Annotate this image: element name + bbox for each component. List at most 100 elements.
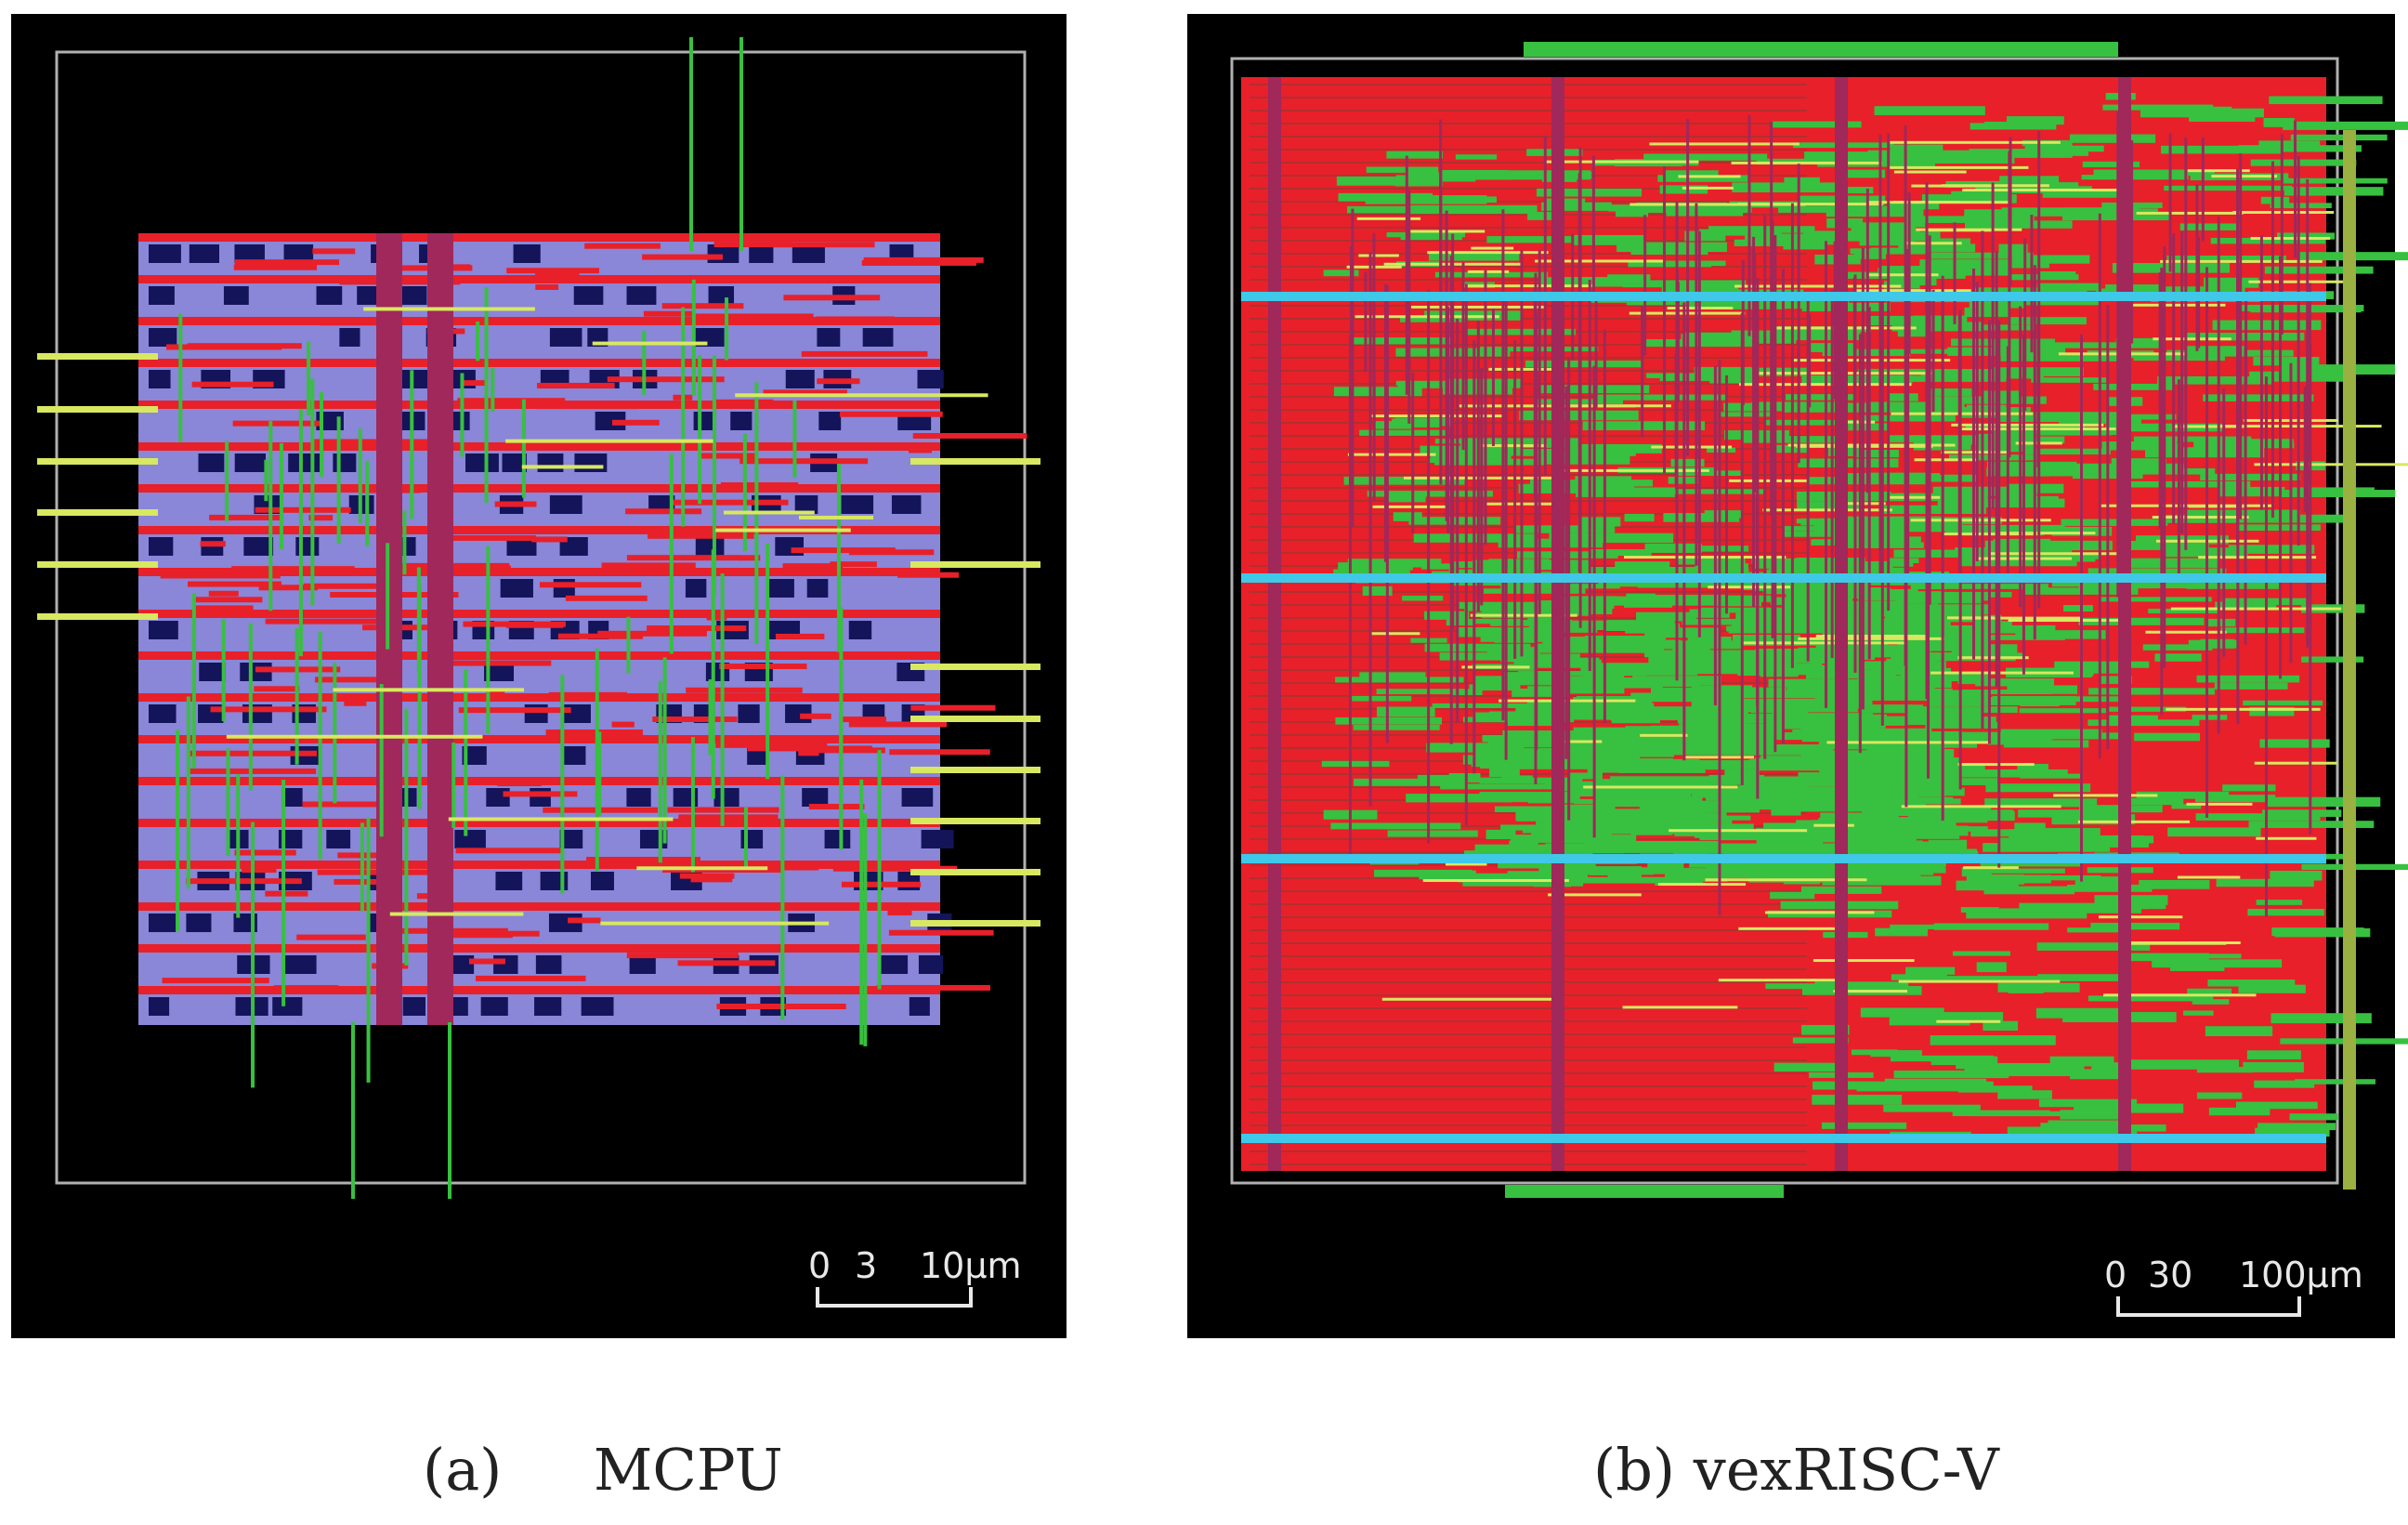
- route-vertical: [742, 433, 747, 551]
- routing-blob: [1921, 324, 2036, 331]
- routing-blob: [2207, 979, 2296, 987]
- routing-blob: [1644, 627, 1720, 638]
- routing-blob: [1622, 280, 1747, 288]
- routing-blob: [1782, 797, 1833, 805]
- routing-blob: [2083, 906, 2142, 914]
- std-cell: [738, 704, 760, 723]
- metal-wire: [534, 270, 580, 276]
- routing-blob: [1814, 981, 1909, 990]
- routing-blob: [1857, 153, 1934, 160]
- routing-blob: [1656, 260, 1726, 267]
- row-texture: [1250, 201, 1807, 203]
- routing-blob: [2037, 974, 2127, 981]
- power-strap: [1268, 77, 1281, 1171]
- route-horizontal: [1368, 414, 1502, 418]
- metal-wire: [695, 313, 814, 320]
- route-vertical: [1987, 320, 1991, 744]
- metal-wire: [231, 566, 355, 572]
- routing-blob: [1428, 251, 1520, 261]
- routing-blob: [1393, 512, 1422, 521]
- routing-blob: [1871, 665, 1937, 676]
- route-vertical: [484, 287, 489, 504]
- routing-blob: [1843, 679, 1947, 686]
- route-horizontal: [1534, 259, 1664, 263]
- routing-blob: [1488, 711, 1552, 721]
- routing-blob: [1870, 247, 1927, 255]
- route-vertical: [2006, 346, 2009, 583]
- routing-blob: [2167, 827, 2261, 837]
- routing-blob: [1682, 786, 1796, 792]
- routing-blob: [2221, 598, 2308, 606]
- metal-wire: [265, 618, 380, 624]
- route-vertical: [708, 679, 713, 756]
- routing-blob: [2136, 568, 2227, 575]
- std-cell: [480, 997, 508, 1016]
- io-pin-column: [2343, 130, 2356, 1190]
- routing-blob: [1888, 558, 1919, 564]
- routing-blob: [1860, 733, 1892, 743]
- std-cell: [281, 788, 303, 807]
- routing-blob: [2170, 965, 2225, 971]
- route-vertical: [2106, 305, 2110, 750]
- route-vertical: [712, 355, 716, 597]
- routing-blob: [1538, 454, 1630, 465]
- metal-wire: [536, 986, 630, 993]
- metal-wire: [677, 960, 776, 966]
- metal-wire: [232, 420, 323, 427]
- routing-blob: [1531, 832, 1612, 838]
- route-vertical: [294, 627, 299, 765]
- routing-blob: [2301, 656, 2364, 663]
- row-texture: [1250, 994, 1807, 996]
- routing-blob: [1486, 236, 1600, 243]
- route-vertical: [1538, 250, 1541, 614]
- routing-blob: [1406, 794, 1512, 803]
- routing-blob: [1769, 565, 1812, 572]
- route-vertical: [1740, 312, 1744, 785]
- routing-blob: [2036, 283, 2102, 291]
- routing-blob: [1882, 848, 1978, 856]
- routing-blob: [2128, 797, 2184, 806]
- routing-blob: [1856, 449, 1899, 458]
- routing-blob: [2157, 376, 2274, 385]
- metal-wire: [739, 458, 869, 465]
- routing-blob: [1386, 231, 1466, 238]
- routing-blob: [2271, 1013, 2372, 1024]
- routing-blob: [1880, 807, 1934, 814]
- route-horizontal: [2256, 836, 2317, 840]
- io-pin: [910, 716, 1040, 722]
- route-vertical: [1697, 230, 1701, 638]
- std-cell: [878, 955, 909, 974]
- routing-blob: [1501, 775, 1533, 782]
- std-cell: [149, 914, 177, 932]
- routing-blob: [2290, 134, 2388, 141]
- row-texture: [1250, 435, 1807, 437]
- route-vertical: [176, 730, 180, 931]
- routing-blob: [2270, 203, 2332, 209]
- route-vertical: [1957, 315, 1961, 571]
- route-vertical: [2019, 306, 2022, 608]
- row-texture: [1250, 97, 1807, 99]
- std-cell: [243, 537, 274, 556]
- route-vertical: [2023, 238, 2027, 411]
- std-cell: [841, 495, 874, 514]
- route-horizontal: [1422, 879, 1569, 883]
- routing-blob: [2061, 519, 2168, 526]
- route-vertical: [1997, 320, 2001, 868]
- route-vertical: [1853, 274, 1857, 673]
- routing-blob: [1674, 831, 1760, 836]
- routing-blob: [2054, 661, 2150, 668]
- std-cell: [399, 370, 431, 388]
- metal-wire: [643, 310, 695, 317]
- route-vertical: [1368, 252, 1372, 807]
- route-vertical: [2239, 153, 2243, 519]
- route-horizontal: [2103, 993, 2257, 997]
- routing-blob: [2090, 922, 2180, 930]
- route-vertical: [626, 616, 631, 674]
- routing-blob: [2250, 159, 2357, 166]
- routing-blob: [2171, 804, 2202, 809]
- routing-blob: [1577, 876, 1685, 884]
- route-horizontal: [1957, 763, 2035, 767]
- metal-wire: [591, 988, 618, 994]
- route-horizontal: [389, 912, 524, 916]
- std-cell: [573, 286, 604, 305]
